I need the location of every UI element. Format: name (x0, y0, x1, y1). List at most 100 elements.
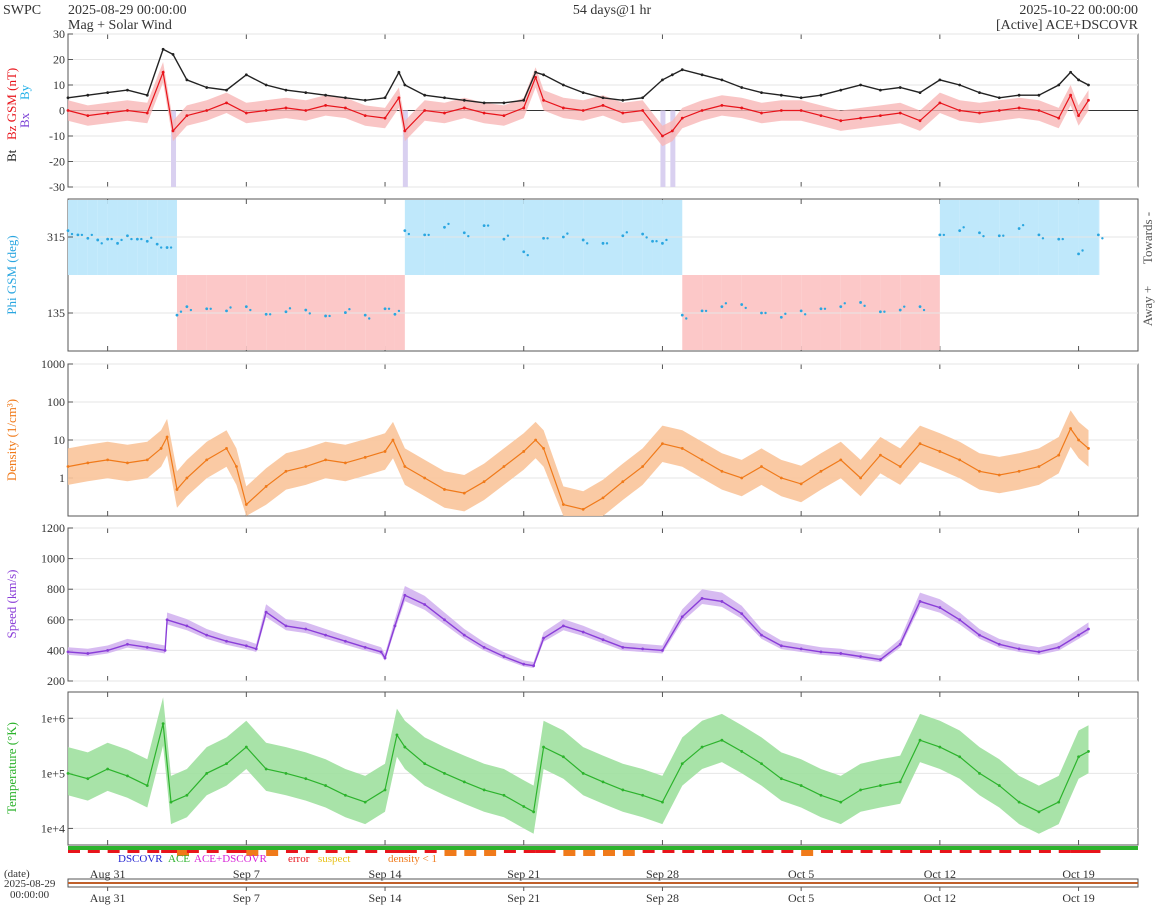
status-mark-1 (87, 850, 100, 853)
bz-point-22 (462, 106, 466, 110)
phi-point-b-49 (883, 310, 886, 313)
phi-point-b-25 (427, 233, 430, 237)
phi-point-b-30 (526, 253, 529, 257)
header-span: 54 days@1 hr (573, 3, 652, 18)
phi-point-1 (76, 233, 80, 237)
ylabel-bt: Bt (4, 149, 19, 162)
density-point-18 (363, 455, 367, 459)
bt-point-35 (680, 68, 684, 72)
phi-point-59 (1077, 252, 1080, 256)
density-point-1 (86, 461, 90, 465)
bz-point-37 (720, 104, 724, 107)
phi-point-b-22 (387, 307, 391, 310)
bt-point-53 (1037, 93, 1041, 97)
ylabel-bz: Bz GSM (nT) (4, 68, 19, 140)
temperature-point-46 (918, 738, 922, 742)
density-point-32 (601, 496, 605, 500)
x-tick-label-lower-0: Aug 31 (90, 891, 126, 905)
status-mark-38 (721, 850, 734, 853)
header-source: SWPC (3, 3, 41, 18)
phi-point-3 (96, 238, 100, 242)
status-mark-39 (741, 850, 754, 853)
phi-point-b-29 (506, 234, 510, 237)
phi-point-b-60 (1101, 237, 1104, 240)
status-mark-7 (176, 850, 189, 856)
temperature-series-line (67, 723, 1089, 813)
status-mark-12 (246, 850, 259, 856)
y-tick-label-3-3: 800 (47, 582, 65, 596)
phi-point-b-19 (328, 314, 331, 318)
phi-point-21 (363, 313, 367, 317)
speed-point-4 (145, 645, 149, 649)
status-mark-23 (444, 850, 457, 856)
y-tick-label-1-0: 135 (47, 306, 65, 320)
status-mark-45 (860, 850, 873, 853)
phi-point-51 (918, 305, 922, 309)
bz-point-35 (680, 116, 684, 120)
bt-series-line (67, 48, 1089, 104)
density-point-46 (879, 453, 882, 457)
density-point-56 (1069, 427, 1073, 430)
status-mark-30 (563, 850, 576, 856)
bt-point-29 (581, 91, 585, 95)
speed-point-55 (1057, 645, 1061, 649)
status-mark-27 (523, 850, 536, 853)
bt-point-28 (561, 83, 565, 87)
speed-point-48 (918, 600, 922, 603)
speed-point-10 (244, 644, 248, 648)
bz-point-46 (898, 111, 902, 115)
status-mark-31 (583, 850, 596, 856)
temperature-point-55 (1087, 750, 1090, 753)
status-mark-22 (424, 850, 437, 853)
legend-ace: ACE (168, 853, 190, 865)
density-point-23 (443, 488, 446, 491)
bt-point-36 (700, 73, 704, 77)
bz-point-7 (185, 114, 189, 117)
status-mark-2 (107, 850, 120, 853)
bt-point-23 (482, 101, 486, 105)
bz-point-54 (1057, 116, 1061, 120)
speed-point-45 (859, 655, 862, 658)
bz-range-band (68, 62, 1089, 147)
status-mark-34 (642, 850, 655, 853)
bt-point-51 (997, 96, 1001, 100)
panel-frame-3 (67, 527, 1139, 682)
bt-point-6 (171, 53, 175, 56)
bt-point-26 (534, 70, 538, 74)
bt-point-33 (661, 78, 664, 82)
speed-point-11 (254, 647, 258, 651)
temperature-point-26 (532, 810, 536, 814)
density-point-21 (403, 465, 407, 468)
bt-point-55 (1069, 70, 1073, 74)
bz-point-25 (522, 106, 526, 110)
temperature-point-31 (621, 788, 625, 792)
bt-point-25 (522, 98, 526, 102)
bz-point-19 (403, 129, 407, 133)
speed-point-40 (760, 633, 763, 637)
status-strip (68, 846, 1138, 856)
bt-point-41 (799, 96, 803, 100)
bz-point-3 (126, 109, 129, 112)
phi-point-58 (1057, 237, 1061, 241)
x-tick-label-upper-6: Oct 12 (924, 867, 956, 881)
temperature-point-54 (1077, 755, 1080, 759)
status-mark-4 (147, 850, 160, 853)
temperature-point-7 (185, 793, 189, 797)
density-point-33 (621, 480, 625, 484)
temperature-point-0 (66, 771, 70, 775)
phi-point-5 (116, 241, 119, 245)
bz-point-34 (670, 129, 674, 133)
phi-point-39 (680, 313, 684, 317)
status-mark-50 (959, 850, 972, 853)
y-tick-label-3-5: 1200 (41, 521, 65, 535)
bt-point-57 (1087, 83, 1090, 87)
phi-point-34 (601, 241, 605, 245)
bt-point-39 (760, 91, 763, 95)
speed-point-32 (601, 638, 605, 642)
status-mark-47 (900, 850, 913, 853)
ylabel-speed: Speed (km/s) (4, 570, 19, 639)
bt-point-20 (423, 93, 427, 97)
density-point-22 (423, 476, 427, 480)
speed-point-39 (740, 612, 744, 616)
bz-point-6 (171, 129, 175, 133)
